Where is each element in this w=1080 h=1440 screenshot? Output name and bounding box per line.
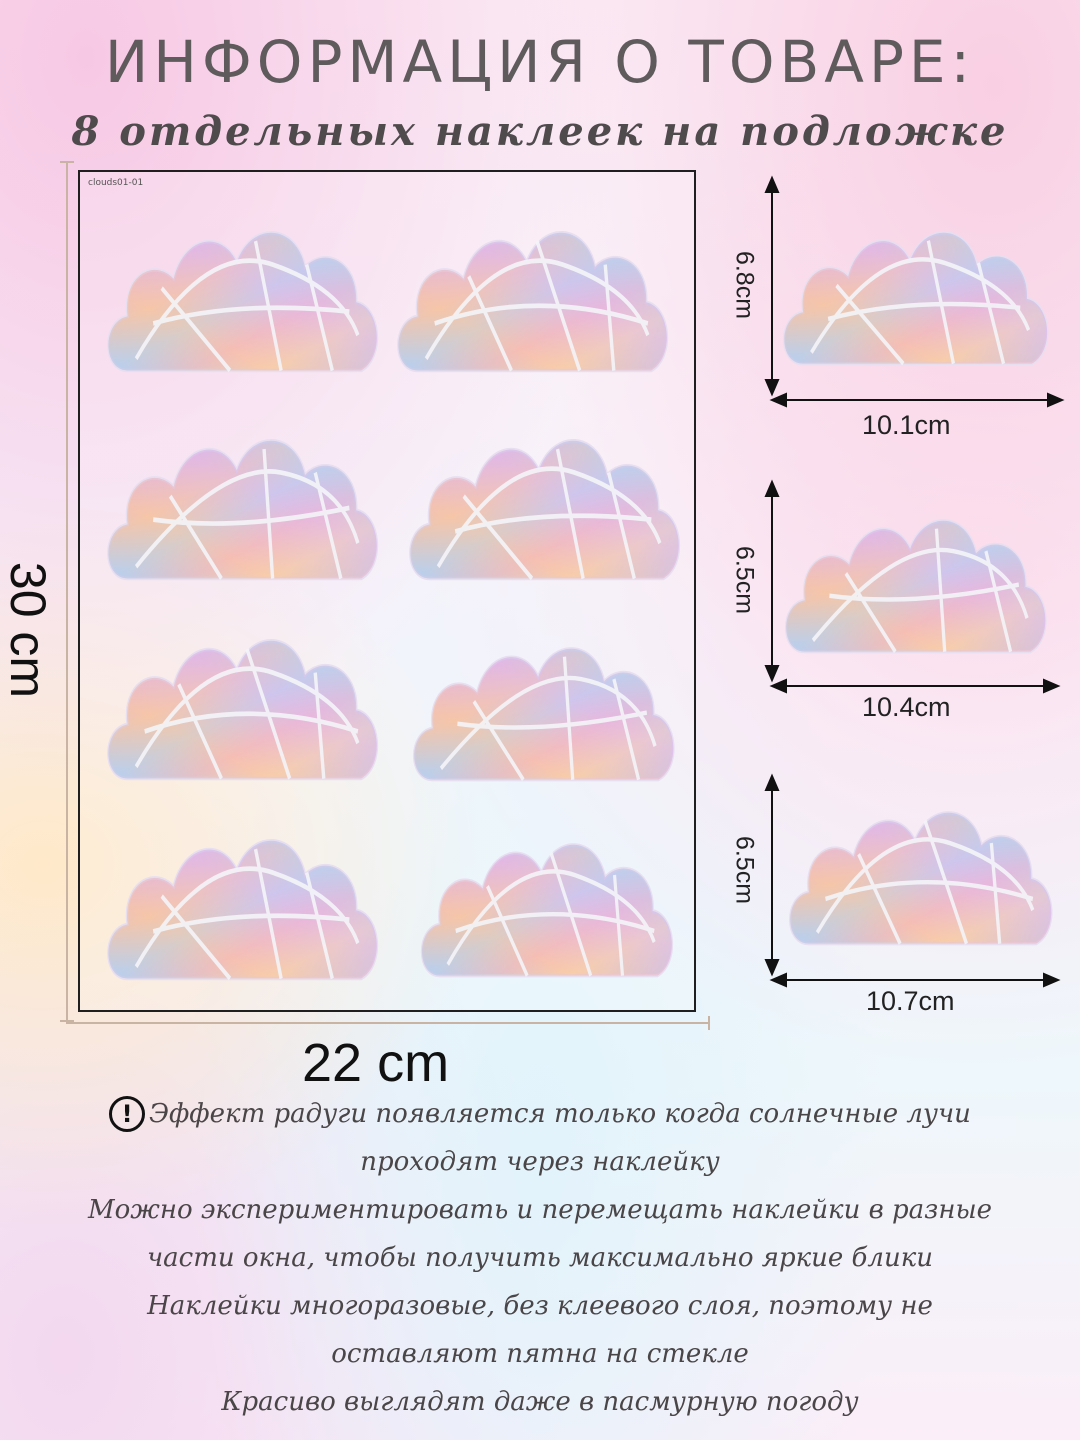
note-line-7: Красиво выглядят даже в пасмурную погоду <box>221 1387 859 1417</box>
sheet-height-label: 30 cm <box>0 561 56 699</box>
page-title: ИНФОРМАЦИЯ О ТОВАРЕ: <box>104 28 976 96</box>
size-1-height: 6.8cm <box>730 250 759 320</box>
sheet-code: clouds01-01 <box>88 178 144 188</box>
note-line-1: ! Эффект радуги появляется только когда … <box>109 1090 971 1138</box>
size-example-cloud-3 <box>788 811 1053 946</box>
note-line-5: Наклейки многоразовые, без клеевого слоя… <box>147 1291 933 1321</box>
note-line-4: части окна, чтобы получить максимально я… <box>147 1243 933 1273</box>
size-2-height: 6.5cm <box>730 545 759 615</box>
size-1-width: 10.1cm <box>862 410 951 440</box>
size-2-width: 10.4cm <box>862 692 951 722</box>
size-example-cloud-1 <box>782 231 1049 366</box>
note-line-6: оставляют пятна на стекле <box>331 1339 749 1369</box>
sticker-cloud-1 <box>106 230 379 373</box>
sticker-cloud-8 <box>420 843 674 978</box>
size-3-width: 10.7cm <box>866 986 955 1016</box>
size-example-cloud-2 <box>784 519 1048 654</box>
sheet-height-cap-bottom <box>60 1020 74 1022</box>
size-3-height: 6.5cm <box>730 835 759 905</box>
note-line-2: проходят через наклейку <box>360 1147 720 1177</box>
sheet-height-cap-top <box>60 161 74 163</box>
sticker-sheet: clouds01-01 <box>78 170 696 1012</box>
sticker-cloud-6 <box>412 647 676 782</box>
sheet-width-label: 22 cm <box>302 1033 450 1093</box>
sticker-cloud-5 <box>106 638 379 781</box>
sticker-cloud-7 <box>106 838 379 981</box>
exclamation-circle-icon: ! <box>109 1096 146 1132</box>
sticker-cloud-4 <box>408 438 681 581</box>
sticker-cloud-3 <box>106 438 379 581</box>
page-subtitle: 8 отдельных наклеек на подложке <box>71 108 1009 155</box>
product-notes: ! Эффект радуги появляется только когда … <box>0 1090 1080 1426</box>
note-text-1: Эффект радуги появляется только когда со… <box>149 1099 971 1129</box>
note-line-3: Можно экспериментировать и перемещать на… <box>87 1195 993 1225</box>
sheet-height-line <box>66 162 68 1022</box>
sticker-cloud-2 <box>396 230 669 373</box>
sheet-width-line <box>66 1022 710 1024</box>
sheet-width-cap-right <box>708 1016 710 1030</box>
